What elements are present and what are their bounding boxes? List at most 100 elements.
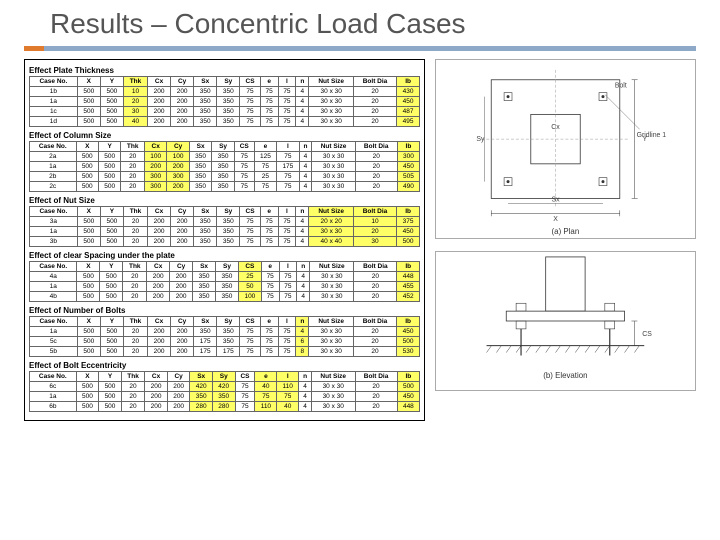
- sx-label: Sx: [552, 197, 561, 204]
- table-row: 1a50050020200200350350507575430 x 302045…: [30, 282, 420, 292]
- table-cell: 75: [278, 337, 296, 347]
- table-cell: 500: [77, 87, 100, 97]
- table-cell: 350: [194, 107, 217, 117]
- col-header: Thk: [123, 77, 147, 87]
- table-cell: 530: [397, 347, 420, 357]
- table-row: 1a50050020200200350350757575430 x 302045…: [30, 97, 420, 107]
- col-header: Sy: [212, 372, 235, 382]
- table-cell: 200: [148, 227, 171, 237]
- table-cell: 500: [77, 97, 100, 107]
- table-cell: 200: [147, 292, 170, 302]
- table-cell: 30 x 30: [309, 97, 354, 107]
- col-header: l: [277, 372, 299, 382]
- col-header: Bolt Dia: [354, 77, 397, 87]
- table-cell: 75: [240, 347, 260, 357]
- table-cell: 300: [144, 172, 166, 182]
- table-cell: 200: [171, 347, 194, 357]
- table-cell: 8: [296, 347, 309, 357]
- col-header: e: [260, 317, 278, 327]
- col-header: Bolt Dia: [354, 207, 397, 217]
- table-cell: 20: [354, 292, 397, 302]
- col-header: Thk: [121, 372, 145, 382]
- table-cell: 20: [123, 272, 147, 282]
- table-cell: 75: [260, 97, 278, 107]
- table-cell: 75: [240, 337, 260, 347]
- col-header: Cy: [171, 207, 194, 217]
- col-header: Sy: [212, 142, 234, 152]
- col-header: n: [297, 262, 310, 272]
- table-cell: 487: [397, 107, 420, 117]
- table-cell: 375: [397, 217, 420, 227]
- table-cell: 4: [296, 117, 309, 127]
- table-cell: 500: [98, 152, 120, 162]
- table-cell: 500: [100, 87, 123, 97]
- table-cell: 200: [171, 337, 194, 347]
- col-header: Cy: [171, 77, 194, 87]
- table-cell: 450: [397, 327, 420, 337]
- table-cell: 200: [145, 392, 168, 402]
- col-header: Thk: [123, 262, 147, 272]
- table-cell: 5c: [30, 337, 78, 347]
- table-row: 6b500500202002002802807511040430 x 30204…: [30, 402, 420, 412]
- table-cell: 500: [98, 162, 120, 172]
- table-cell: 75: [278, 107, 296, 117]
- table-cell: 75: [278, 237, 296, 247]
- table-cell: 4: [299, 172, 312, 182]
- col-header: CS: [240, 317, 260, 327]
- table-cell: 75: [277, 392, 299, 402]
- table-cell: 500: [100, 292, 123, 302]
- table-cell: 4: [296, 107, 309, 117]
- col-header: Sx: [194, 317, 217, 327]
- table-cell: 75: [260, 227, 278, 237]
- table-cell: 1a: [30, 327, 78, 337]
- table-cell: 4: [297, 272, 310, 282]
- table-cell: 20: [121, 172, 144, 182]
- table-cell: 75: [234, 172, 254, 182]
- table-row: 2c50050020300200350350757575430 x 302049…: [30, 182, 420, 192]
- table-cell: 200: [148, 117, 171, 127]
- col-header: Nut Size: [309, 207, 354, 217]
- col-header: X: [76, 142, 98, 152]
- table-row: 3a50050020200200350350757575420 x 201037…: [30, 217, 420, 227]
- table-cell: 200: [170, 272, 193, 282]
- table-cell: 100: [238, 292, 261, 302]
- table-cell: 350: [217, 327, 240, 337]
- table-cell: 450: [397, 97, 420, 107]
- table-cell: 420: [212, 382, 235, 392]
- data-table: Case No.XYThkCxCySxSyCSelnNut SizeBolt D…: [29, 76, 420, 127]
- col-header: Ib: [397, 317, 420, 327]
- col-header: Ib: [397, 142, 420, 152]
- table-cell: 20: [354, 337, 397, 347]
- table-cell: 175: [194, 337, 217, 347]
- table-cell: 20: [123, 282, 147, 292]
- title-underline: [24, 46, 696, 51]
- table-cell: 20: [354, 87, 397, 97]
- table-cell: 75: [260, 237, 278, 247]
- table-cell: 20: [121, 182, 144, 192]
- table-cell: 30 x 30: [312, 172, 355, 182]
- table-cell: 20: [121, 152, 144, 162]
- table-cell: 75: [260, 87, 278, 97]
- col-header: Bolt Dia: [355, 372, 397, 382]
- table-cell: 500: [100, 117, 123, 127]
- table-cell: 280: [190, 402, 213, 412]
- table-cell: 4: [296, 87, 309, 97]
- table-cell: 75: [234, 162, 254, 172]
- table-cell: 75: [235, 402, 255, 412]
- section-title: Effect Plate Thickness: [29, 66, 420, 75]
- table-cell: 6c: [30, 382, 77, 392]
- table-cell: 1b: [30, 87, 78, 97]
- table-cell: 200: [148, 217, 171, 227]
- table-cell: 4: [296, 237, 309, 247]
- table-cell: 350: [217, 97, 240, 107]
- table-cell: 20: [121, 402, 145, 412]
- col-header: Bolt Dia: [354, 317, 397, 327]
- table-cell: 1a: [30, 392, 77, 402]
- table-cell: 500: [99, 392, 122, 402]
- table-cell: 75: [240, 237, 260, 247]
- table-cell: 30 x 30: [310, 282, 354, 292]
- table-cell: 30 x 30: [309, 337, 354, 347]
- table-cell: 500: [98, 182, 120, 192]
- table-cell: 75: [240, 107, 260, 117]
- table-cell: 500: [100, 337, 123, 347]
